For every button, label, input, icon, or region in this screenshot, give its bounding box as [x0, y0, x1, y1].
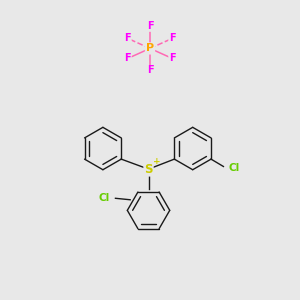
Text: F: F [124, 53, 131, 63]
Text: F: F [169, 53, 175, 63]
Text: F: F [147, 65, 153, 76]
Text: F: F [124, 34, 131, 44]
Text: P: P [146, 44, 154, 53]
Text: F: F [169, 34, 175, 44]
Text: S: S [144, 163, 153, 176]
Text: +: + [153, 157, 160, 166]
Text: Cl: Cl [99, 193, 110, 203]
Text: F: F [147, 21, 153, 31]
Text: Cl: Cl [229, 163, 240, 173]
